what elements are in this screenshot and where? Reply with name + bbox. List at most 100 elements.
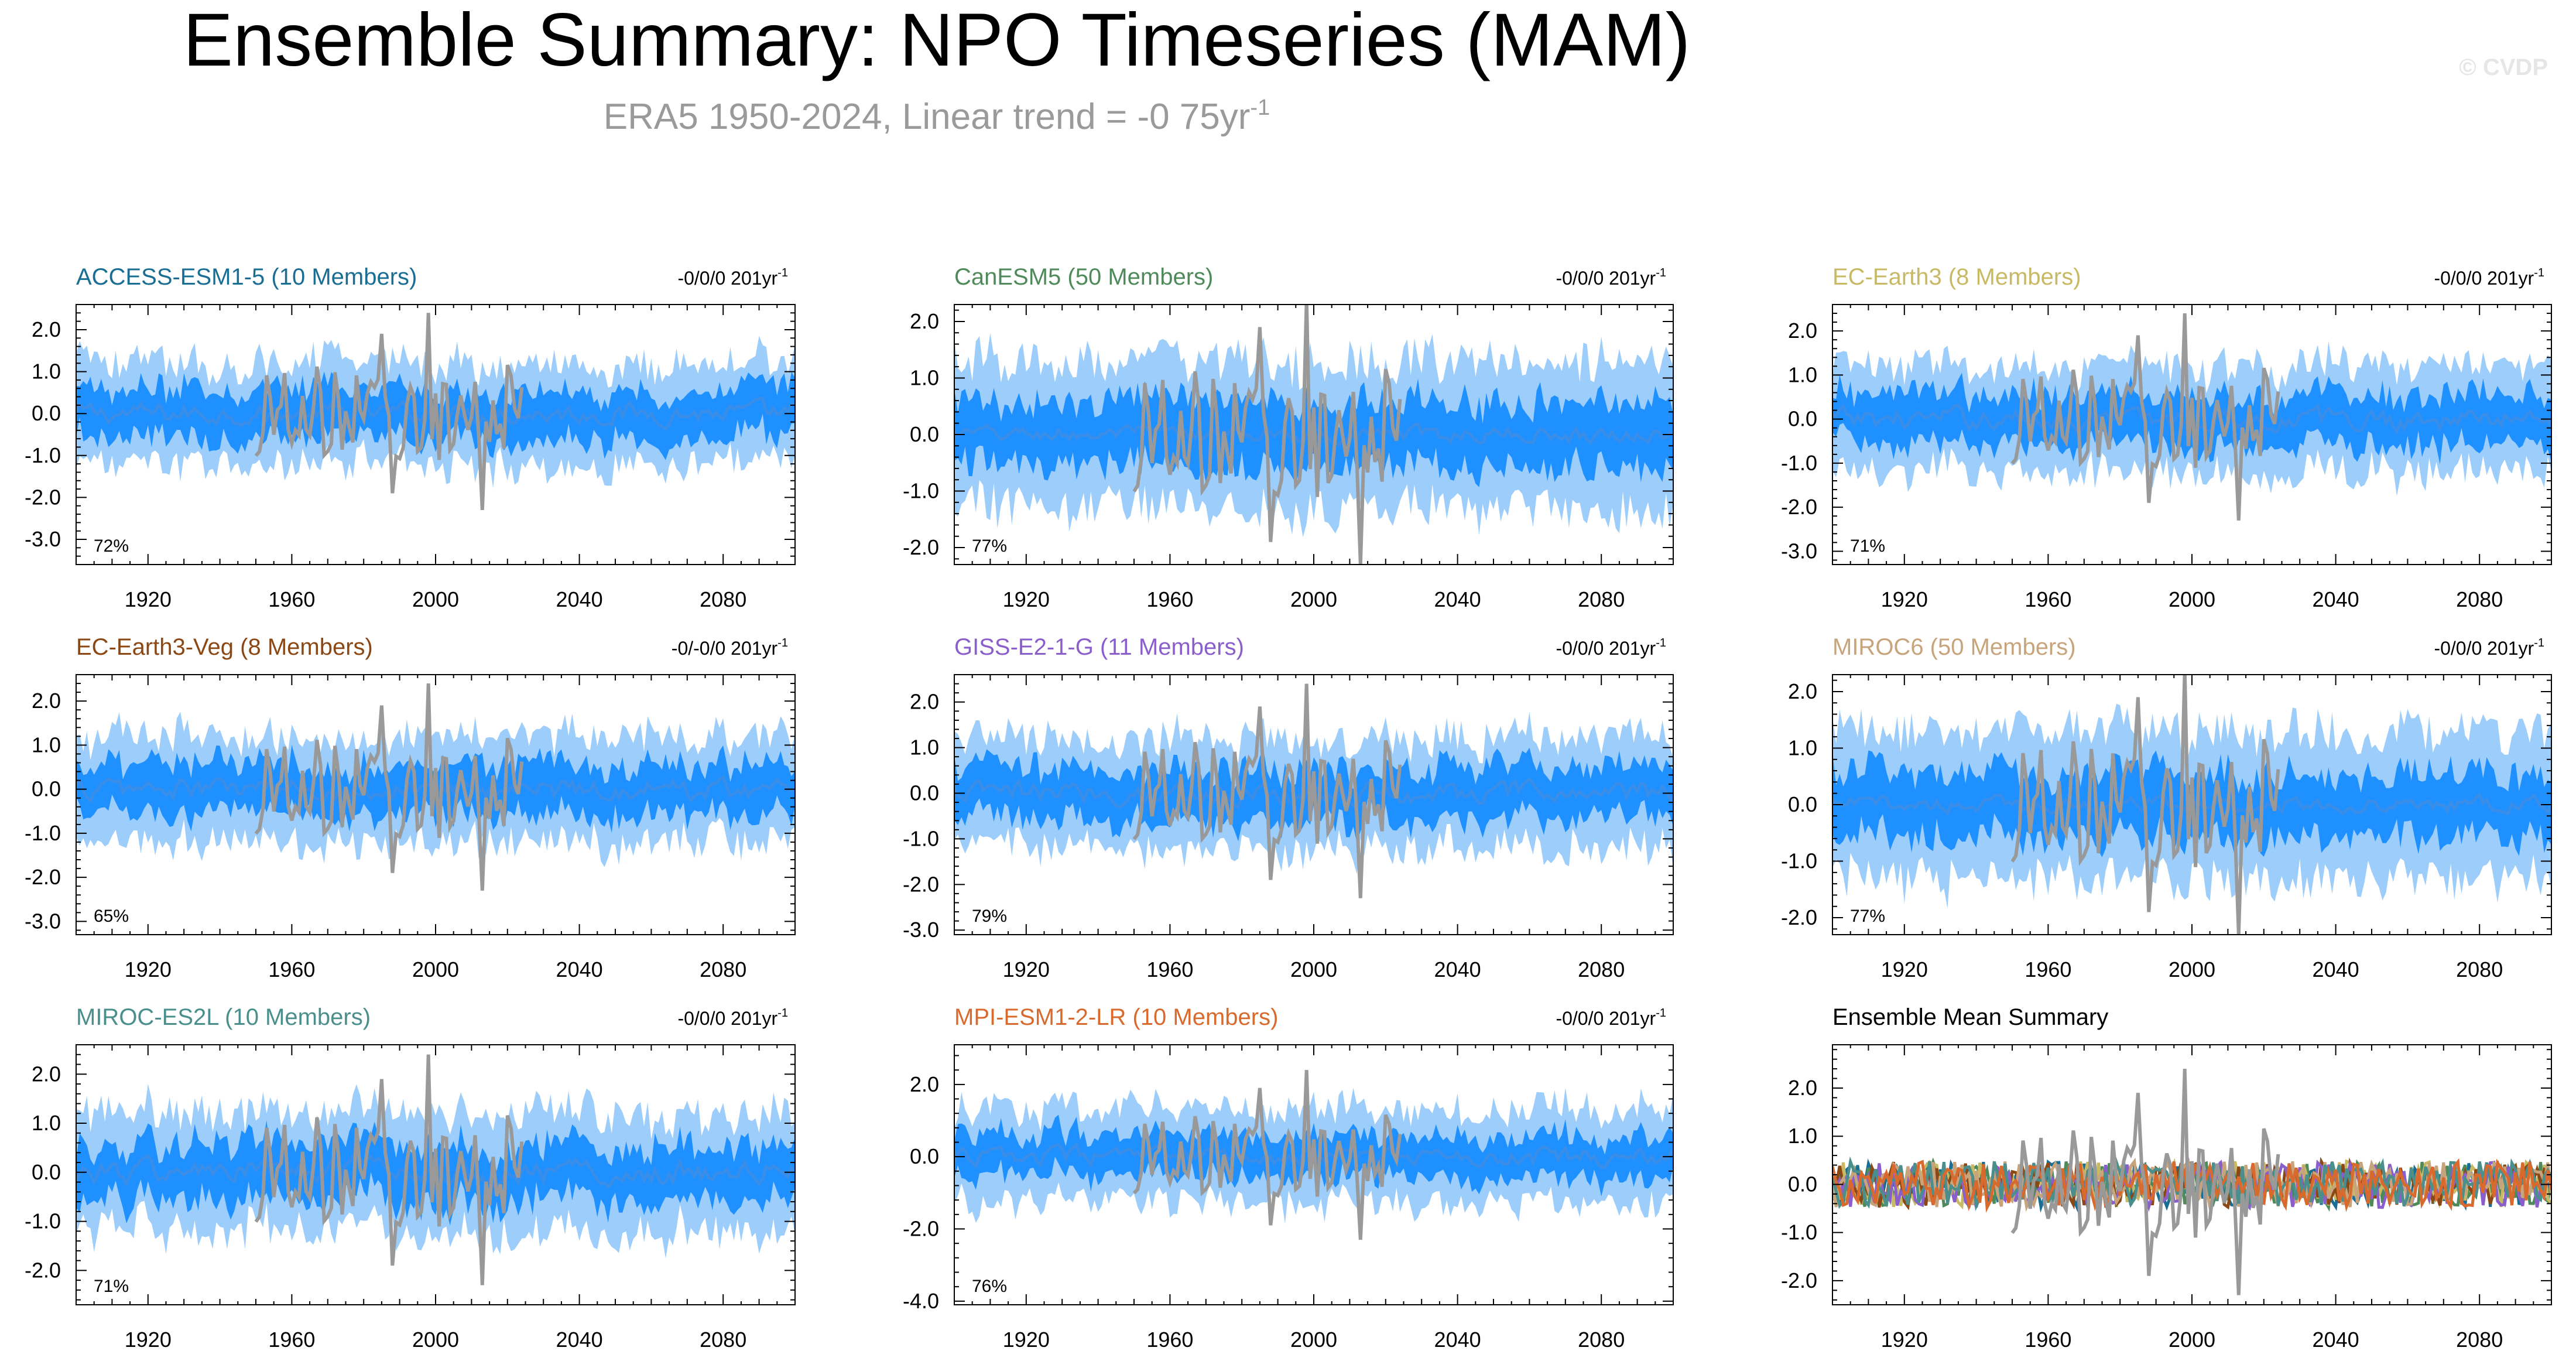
trend-exponent: -1	[2534, 266, 2544, 279]
panel-title: EC-Earth3 (8 Members)	[1832, 264, 2081, 290]
panel-title: MPI-ESM1-2-LR (10 Members)	[954, 1004, 1278, 1030]
panel-title: MIROC6 (50 Members)	[1832, 634, 2076, 660]
panel-giss: 1920 1960 2000 2040 2080 -3.0 -2.0 -1.0 0.0 1.0 2.…	[903, 634, 1674, 981]
y-tick-label: -2.0	[903, 1217, 939, 1241]
y-tick-label: -2.0	[903, 535, 939, 559]
x-tick-label: 2080	[2456, 1328, 2503, 1352]
plot-area	[76, 1054, 795, 1285]
x-tick-label: 1960	[268, 957, 315, 981]
y-tick-label: 1.0	[1788, 362, 1817, 387]
y-tick-label: -3.0	[1781, 539, 1817, 563]
x-tick-label: 1920	[125, 1328, 172, 1352]
panel-miroc6: 1920 1960 2000 2040 2080 -2.0 -1.0 0.0 1.0 2.0 MIR…	[1781, 634, 2552, 981]
x-tick-label: 1920	[1003, 1328, 1050, 1352]
panel-percent-label: 79%	[972, 907, 1007, 926]
x-tick-label: 2000	[2169, 587, 2215, 611]
x-tick-label: 1920	[1881, 1328, 1928, 1352]
x-tick-label: 2000	[412, 957, 459, 981]
y-tick-label: -1.0	[1781, 1220, 1817, 1244]
y-tick-label: -2.0	[903, 872, 939, 896]
trend-exponent: -1	[777, 1007, 788, 1020]
x-tick-label: 2080	[700, 957, 746, 981]
x-tick-label: 2000	[412, 587, 459, 611]
x-tick-label: 1920	[1003, 957, 1050, 981]
x-tick-label: 2080	[2456, 957, 2503, 981]
x-tick-label: 2000	[1290, 587, 1337, 611]
y-tick-label: 1.0	[32, 733, 61, 757]
panel-trend-label: -0/0/0 201yr-1	[2434, 266, 2544, 289]
panel-trend-label: -0/0/0 201yr-1	[2434, 637, 2544, 659]
y-tick-label: 2.0	[910, 309, 939, 333]
y-tick-label: 1.0	[910, 736, 939, 760]
y-tick-label: -1.0	[25, 443, 61, 467]
figure-subtitle: ERA5 1950-2024, Linear trend = -0 75yr-1	[604, 95, 1270, 137]
plot-area	[954, 683, 1673, 898]
cvdp-watermark: © CVDP	[2459, 54, 2548, 80]
x-tick-label: 2040	[2313, 957, 2359, 981]
y-tick-label: -2.0	[25, 865, 61, 889]
y-tick-label: 2.0	[32, 689, 61, 713]
y-tick-label: -1.0	[1781, 849, 1817, 873]
y-tick-label: 2.0	[1788, 679, 1817, 703]
panel-trend-label: -0/0/0 201yr-1	[1556, 637, 1666, 659]
observation-line	[254, 1054, 524, 1285]
trend-exponent: -1	[777, 637, 788, 649]
trend-text: -0/0/0 201yr	[2434, 638, 2534, 659]
plot-area	[954, 1070, 1673, 1240]
panel-percent-label: 76%	[972, 1277, 1007, 1296]
trend-text: -0/0/0 201yr	[1556, 268, 1656, 289]
panel-percent-label: 72%	[94, 536, 129, 556]
y-tick-label: 0.0	[1788, 792, 1817, 816]
plot-area	[1832, 675, 2551, 935]
subtitle-exponent: -1	[1250, 95, 1270, 120]
observation-line	[2010, 313, 2280, 521]
y-tick-label: 0.0	[910, 781, 939, 805]
y-tick-label: 0.0	[32, 1160, 61, 1184]
plot-area	[1832, 313, 2551, 521]
x-tick-label: 1920	[125, 957, 172, 981]
y-tick-label: -2.0	[25, 1258, 61, 1282]
y-tick-label: 2.0	[32, 1062, 61, 1086]
y-tick-label: 1.0	[910, 365, 939, 389]
trend-exponent: -1	[1656, 1007, 1666, 1020]
trend-exponent: -1	[777, 266, 788, 279]
x-tick-label: 1920	[1881, 587, 1928, 611]
y-tick-label: 0.0	[32, 401, 61, 425]
panel-ecearth3veg: 1920 1960 2000 2040 2080 -3.0 -2.0 -1.0 0.0 1.0 2.…	[25, 634, 796, 981]
y-tick-label: -1.0	[903, 479, 939, 503]
y-tick-label: -3.0	[25, 527, 61, 551]
panel-title: GISS-E2-1-G (11 Members)	[954, 634, 1244, 660]
x-tick-label: 2040	[556, 957, 603, 981]
x-tick-label: 2080	[700, 587, 746, 611]
plot-area	[954, 305, 1673, 565]
x-tick-label: 1960	[2025, 957, 2071, 981]
x-tick-label: 1920	[125, 587, 172, 611]
observation-line	[2010, 675, 2280, 935]
panel-percent-label: 71%	[94, 1277, 129, 1296]
y-tick-label: -2.0	[1781, 905, 1817, 929]
y-tick-label: 1.0	[1788, 1124, 1817, 1148]
trend-text: -0/0/0 201yr	[1556, 638, 1656, 659]
subtitle-main: ERA5 1950-2024, Linear trend = -0 75yr	[604, 97, 1251, 137]
x-tick-label: 2000	[1290, 957, 1337, 981]
observation-line	[1132, 305, 1402, 565]
y-tick-label: -2.0	[25, 485, 61, 509]
panel-mirocesl: 1920 1960 2000 2040 2080 -2.0 -1.0 0.0 1.0 2.0 MIR…	[25, 1004, 796, 1352]
x-tick-label: 2080	[1578, 587, 1625, 611]
trend-exponent: -1	[1656, 637, 1666, 649]
panel-access: 1920 1960 2000 2040 2080 -3.0 -2.0 -1.0 0.0 1.0 2.…	[25, 264, 796, 611]
y-tick-label: 0.0	[32, 777, 61, 801]
trend-exponent: -1	[2534, 637, 2544, 649]
panel-percent-label: 71%	[1850, 536, 1885, 556]
y-tick-label: 2.0	[1788, 1076, 1817, 1100]
observation-line	[254, 683, 524, 891]
panel-trend-label: -0/0/0 201yr-1	[677, 266, 788, 289]
x-tick-label: 2000	[1290, 1328, 1337, 1352]
x-tick-label: 1960	[268, 587, 315, 611]
panel-trend-label: -0/0/0 201yr-1	[1556, 266, 1666, 289]
trend-text: -0/0/0 201yr	[677, 1008, 777, 1029]
y-tick-label: -1.0	[1781, 451, 1817, 475]
panel-mpi: 1920 1960 2000 2040 2080 -4.0 -2.0 0.0 2.0 MPI-ES…	[903, 1004, 1674, 1352]
panel-title: MIROC-ES2L (10 Members)	[76, 1004, 371, 1030]
x-tick-label: 2040	[1434, 957, 1481, 981]
